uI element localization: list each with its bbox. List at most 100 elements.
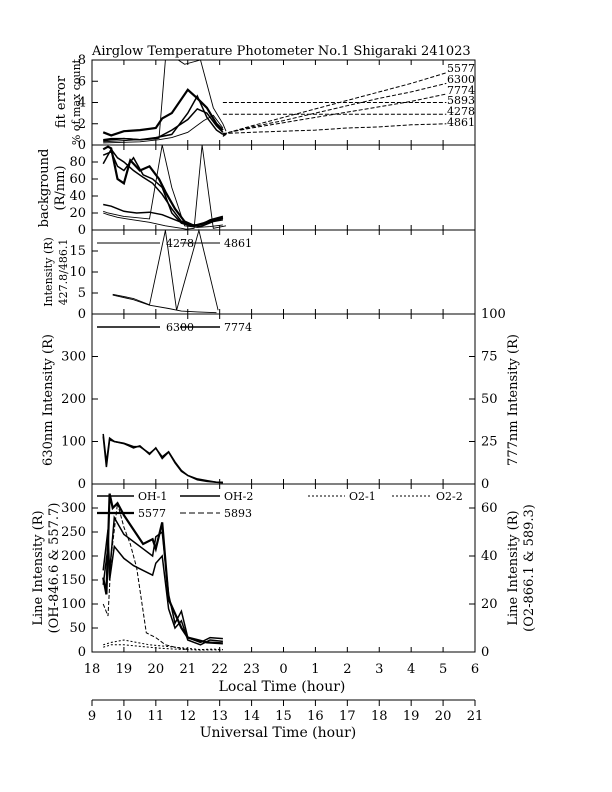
series-line-O2-2-p4-5 [103,644,223,651]
y-tick-label: 8 [78,53,86,68]
universal-time-tick-label: 12 [179,709,196,724]
series-line-6300-p3-0 [102,433,223,484]
local-time-tick-label: 18 [84,662,101,677]
y-right-tick-label: 60 [481,501,498,516]
universal-time-tick-label: 21 [467,709,484,724]
series-line-5577-p0-5 [222,72,447,137]
y-tick-label: 60 [69,172,86,187]
series-line-4861-p0-4 [103,114,224,144]
local-time-tick-label: 1 [311,662,319,677]
series-line-7774-p1-2 [102,150,224,227]
line-intensity-ylabel-2: (OH-846.6 & 557.7) [47,503,62,634]
series-line-5577-p4-2 [102,493,223,645]
y-right-tick-label: 20 [481,597,498,612]
panel-intensity-6300-7774 [91,313,476,485]
universal-time-tick-label: 9 [88,709,96,724]
series-line-5893-p4-3 [102,503,188,651]
line-intensity-right-ylabel-2: (O2-866.1 & 589.3) [522,504,537,632]
series-line-5577-p0-0 [102,88,224,137]
series-line-5893-p1-3 [103,203,224,228]
y-tick-label: 4 [78,96,86,111]
legend-label-5893: 5893 [224,507,252,520]
y-tick-label: 80 [69,155,86,170]
series-line-O2-1-p4-4 [103,639,223,651]
series-line-4278-p2-0 [112,228,219,311]
y-right-tick-label: 0 [481,645,489,660]
fit-error-ylabel-1: fit error [54,75,69,128]
legend-label-OH-1: OH-1 [138,490,167,503]
legend-label-O2-2: O2-2 [436,490,463,503]
universal-time-tick-label: 14 [243,709,260,724]
y-tick-label: 6 [78,74,86,89]
intensity-4278-ylabel-1: Intensity (R) [42,237,55,307]
universal-time-tick-label: 19 [403,709,420,724]
local-time-tick-label: 3 [375,662,383,677]
line-intensity-ylabel-1: Line Intensity (R) [31,510,46,625]
local-time-tick-label: 0 [279,662,287,677]
universal-time-tick-label: 10 [116,709,133,724]
y-right-tick-label: 40 [481,549,498,564]
y-tick-label: 50 [69,621,86,636]
local-time-tick-label: 19 [116,662,133,677]
legend-fit-error-5893: 5893 [447,94,475,107]
background-ylabel-2: (R/nm) [53,165,68,210]
local-time-xlabel: Local Time (hour) [219,679,346,695]
y-tick-label: 0 [78,223,86,238]
y-tick-label: 20 [69,206,86,221]
series-line-6300-p0-6 [222,82,447,136]
universal-time-tick-label: 11 [148,709,165,724]
y-tick-label: 40 [69,189,86,204]
y-right-tick-label: 75 [481,350,498,365]
local-time-tick-label: 2 [343,662,351,677]
y-tick-label: 5 [78,286,86,301]
630nm-ylabel: 630nm Intensity (R) [41,334,56,466]
universal-time-tick-label: 18 [371,709,388,724]
series-line-4861-p1-5 [103,144,223,228]
local-time-tick-label: 23 [243,662,260,677]
y-tick-label: 2 [78,117,86,132]
line-intensity-right-ylabel-1: Line Intensity (R) [506,510,521,625]
777nm-ylabel: 777nm Intensity (R) [506,334,521,466]
figure-title: Airglow Temperature Photometer No.1 Shig… [91,44,471,59]
y-right-tick-label: 25 [481,435,498,450]
y-tick-label: 15 [69,244,86,259]
y-tick-label: 0 [78,645,86,660]
local-time-tick-label: 20 [148,662,165,677]
legend-fit-error-6300: 6300 [447,73,475,86]
y-tick-label: 0 [78,307,86,322]
legend-fit-error-4861: 4861 [447,116,475,129]
plot-layer: 18 19 20 21 22 23 0 1 2 3 4 5 69 10 11 12 13 14 15 16 17 18 19… [61,53,506,724]
y-tick-label: 200 [61,549,86,564]
series-line-4278-p0-3 [103,59,227,143]
y-right-tick-label: 50 [481,392,498,407]
legend-fit-error-7774: 7774 [447,84,475,97]
y-right-tick-label: 100 [481,307,506,322]
local-time-tick-label: 22 [211,662,228,677]
y-tick-label: 300 [61,350,86,365]
fit-error-ylabel-2: % of max count [70,58,83,145]
legend-fit-error-5577: 5577 [447,62,475,75]
y-tick-label: 0 [78,138,86,153]
intensity-4278-ylabel-2: 427.8/486.1 [57,239,70,306]
legend-label-5577: 5577 [138,507,166,520]
universal-time-xlabel: Universal Time (hour) [200,725,357,741]
legend-label-OH-2: OH-2 [224,490,253,503]
series-line-7774-p0-7 [222,93,447,135]
background-ylabel-1: background [37,149,52,228]
universal-time-tick-label: 15 [275,709,292,724]
local-time-tick-label: 6 [471,662,479,677]
y-tick-label: 0 [78,477,86,492]
legend-label-O2-1: O2-1 [349,490,376,503]
series-line-5577-p1-0 [102,145,224,227]
legend-label-7774: 7774 [224,321,252,334]
universal-time-tick-label: 13 [211,709,228,724]
series-line-7774-p3-1 [102,436,223,484]
y-right-tick-label: 0 [481,477,489,492]
y-tick-label: 300 [61,501,86,516]
legend-fit-error-4278: 4278 [447,105,475,118]
universal-time-tick-label: 17 [339,709,356,724]
local-time-tick-label: 5 [439,662,447,677]
series-line-4861-p2-1 [112,294,217,314]
local-time-tick-label: 21 [179,662,196,677]
